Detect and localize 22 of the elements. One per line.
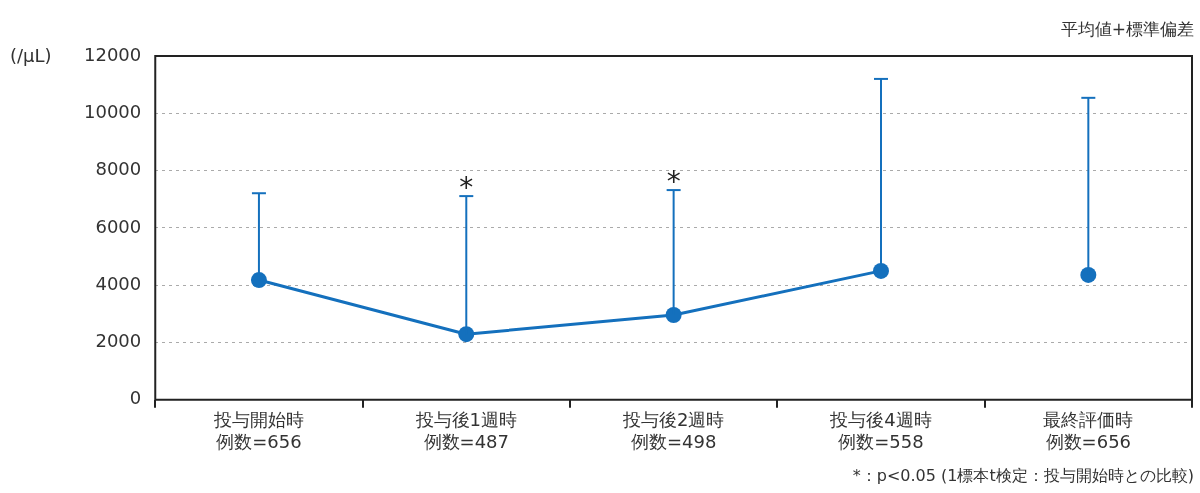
point — [1080, 266, 1097, 283]
point — [458, 326, 475, 343]
y-tick-label: 6000 — [95, 215, 142, 237]
x-tick-label: 投与開始時例数=656 — [212, 409, 304, 452]
y-tick-label: 2000 — [95, 330, 142, 352]
point — [665, 307, 682, 323]
y-tick-label: 12000 — [84, 43, 142, 65]
y-tick-label: 10000 — [84, 100, 142, 122]
y-tick-label: 0 — [129, 387, 142, 409]
x-tick-label: 最終評価時例数=656 — [1043, 409, 1134, 452]
x-tick-label: 投与後1週時例数=487 — [414, 409, 518, 452]
text: *：p<0.05 (1標本t検定：投与開始時との比較) — [852, 466, 1194, 487]
x-tick-label: 投与後2週時例数=498 — [621, 409, 725, 452]
y-axis-title: (/μL) — [10, 45, 52, 66]
annotation: * — [666, 165, 681, 199]
point — [872, 262, 889, 279]
chart-subtitle: 平均値+標準偏差 — [1060, 18, 1194, 41]
annotation: * — [459, 171, 474, 205]
y-tick-label: 8000 — [95, 158, 142, 180]
point — [250, 272, 267, 289]
y-tick-label: 4000 — [95, 272, 142, 294]
x-tick-label: 投与後4週時例数=558 — [829, 409, 932, 452]
